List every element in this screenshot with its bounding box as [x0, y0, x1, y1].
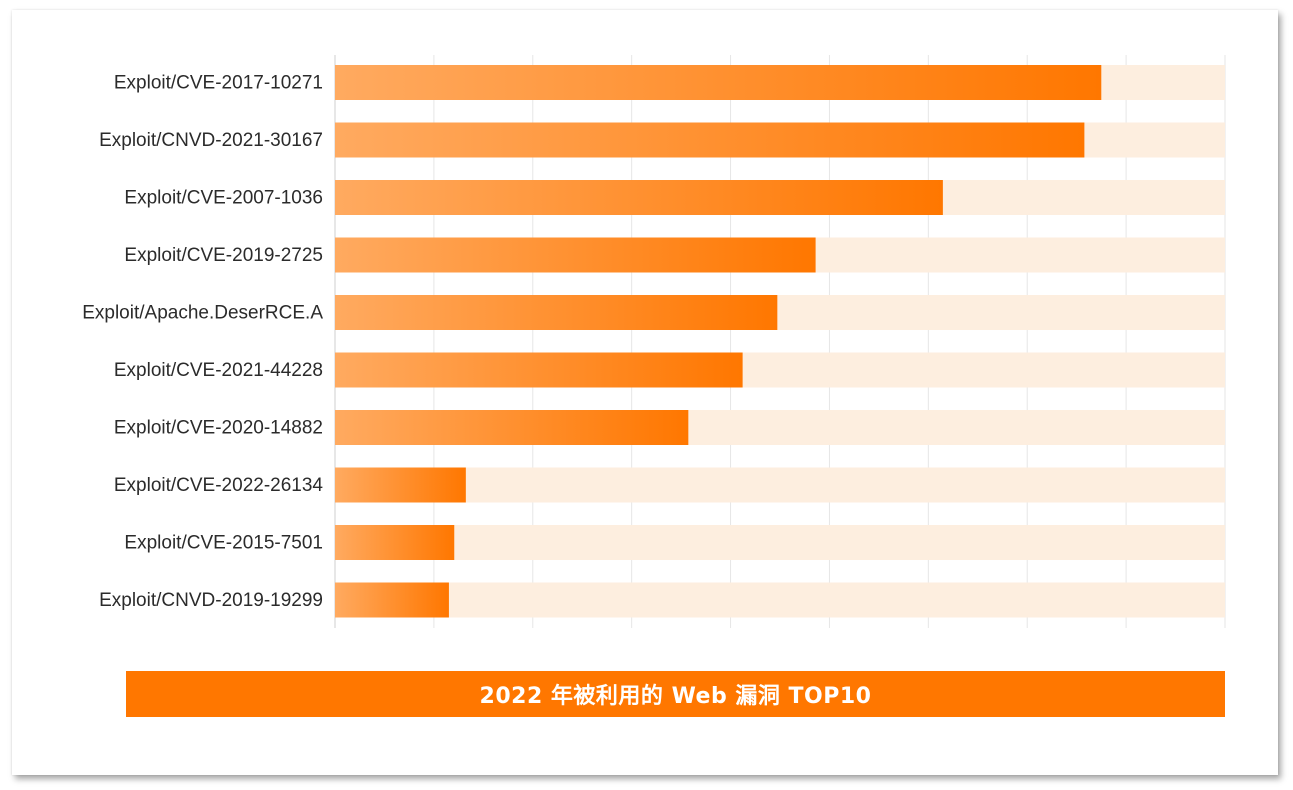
bar	[335, 122, 1085, 158]
bar-track	[335, 582, 1225, 618]
y-tick-label: Exploit/CVE-2017-10271	[114, 73, 323, 94]
y-tick-label: Exploit/CVE-2007-1036	[124, 188, 323, 209]
y-tick-label: Exploit/CNVD-2021-30167	[99, 130, 323, 151]
bar-track	[335, 525, 1225, 560]
y-tick-label: Exploit/CVE-2022-26134	[114, 475, 324, 496]
bar	[335, 295, 778, 330]
bar	[335, 180, 943, 215]
bars	[335, 65, 1102, 618]
chart-title: 2022 年被利用的 Web 漏洞 TOP10	[479, 684, 872, 709]
bar	[335, 467, 466, 503]
chart-title-bar: 2022 年被利用的 Web 漏洞 TOP10	[126, 671, 1225, 717]
y-tick-label: Exploit/CVE-2019-2725	[124, 245, 323, 266]
bar	[335, 410, 689, 445]
y-tick-label: Exploit/CVE-2020-14882	[114, 418, 323, 439]
category-labels: Exploit/CVE-2017-10271 Exploit/CNVD-2021-…	[82, 73, 323, 612]
y-tick-label: Exploit/CVE-2015-7501	[124, 533, 323, 554]
y-tick-label: Exploit/CNVD-2019-19299	[99, 590, 323, 611]
bar	[335, 352, 743, 388]
bar	[335, 582, 449, 618]
bar	[335, 237, 816, 273]
y-tick-label: Exploit/CVE-2021-44228	[114, 360, 323, 381]
bar	[335, 65, 1102, 100]
y-tick-label: Exploit/Apache.DeserRCE.A	[82, 303, 323, 324]
bar	[335, 525, 455, 560]
bar-track	[335, 467, 1225, 503]
bar-chart: Exploit/CVE-2017-10271 Exploit/CNVD-2021-…	[82, 55, 1226, 628]
